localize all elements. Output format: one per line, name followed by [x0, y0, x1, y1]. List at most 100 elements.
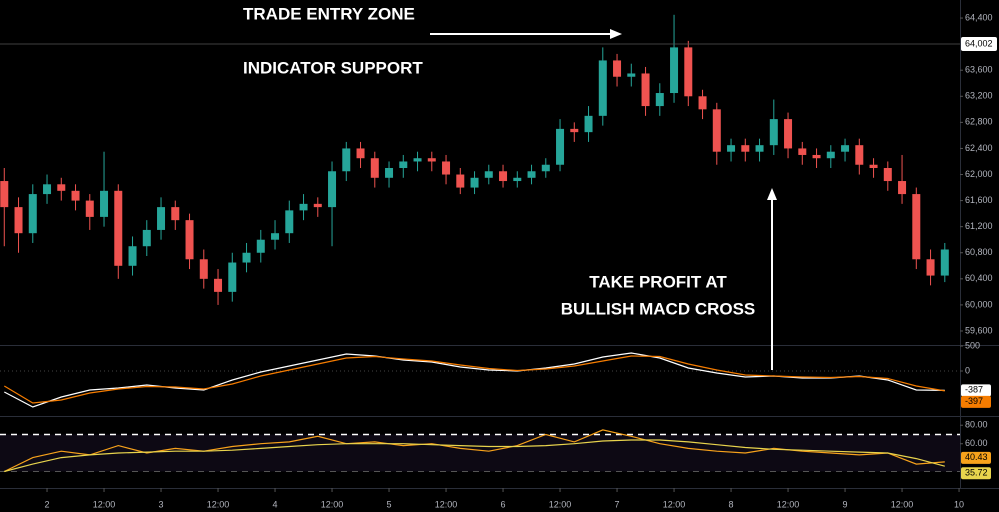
candle [613, 53, 622, 87]
y-tick-label: 80.00 [965, 420, 988, 430]
candle-body [627, 73, 636, 77]
band-fill [0, 434, 960, 472]
y-tick-label: 0 [965, 365, 970, 375]
candle [869, 158, 878, 178]
candle-body [427, 158, 436, 162]
candle-body [171, 207, 180, 221]
last-value-box [961, 384, 991, 397]
candle-body [926, 259, 935, 276]
candle-body [356, 148, 365, 159]
x-tick-label: 12:00 [891, 499, 914, 509]
candle-body [698, 96, 707, 110]
candle [171, 200, 180, 230]
candle [399, 154, 408, 178]
candle [199, 249, 208, 289]
x-tick-label: 12:00 [93, 499, 116, 509]
candle [285, 200, 294, 243]
y-tick-label: 500 [965, 340, 980, 350]
candle-body [114, 190, 123, 266]
candle-body [812, 154, 821, 159]
candle-body [727, 145, 736, 152]
candle [755, 138, 764, 162]
candle-body [14, 207, 23, 234]
candle-body [43, 184, 52, 195]
candle-body [855, 145, 864, 165]
candle [883, 161, 892, 191]
candle [385, 161, 394, 188]
candle [470, 171, 479, 195]
arrow-head [767, 188, 777, 200]
y-tick-label: 60,000 [965, 299, 993, 309]
candle-body [385, 168, 394, 178]
candle [584, 106, 593, 142]
annotation: TRADE ENTRY ZONE [243, 4, 415, 23]
x-tick-label: 3 [159, 499, 164, 509]
candle-body [0, 181, 9, 208]
candle [313, 197, 322, 217]
candle [328, 161, 337, 247]
last-value-label: 35.72 [965, 468, 988, 478]
candle [71, 184, 80, 211]
x-tick-label: 12:00 [663, 499, 686, 509]
candle-body [684, 47, 693, 97]
candle [499, 164, 508, 188]
candle [898, 154, 907, 204]
annotation: BULLISH MACD CROSS [561, 299, 756, 318]
candle [741, 138, 750, 162]
candle [0, 168, 9, 247]
candle [926, 249, 935, 286]
y-tick-label: 63,200 [965, 91, 993, 101]
y-tick-label: 63,600 [965, 65, 993, 75]
candle-body [912, 194, 921, 260]
candle [142, 220, 151, 257]
y-tick-label: 62,800 [965, 117, 993, 127]
x-tick-label: 12:00 [321, 499, 344, 509]
candle [641, 66, 650, 116]
annotations: TRADE ENTRY ZONE INDICATOR SUPPORT TAKE … [243, 4, 777, 370]
y-tick-label: 61,200 [965, 221, 993, 231]
candle-body [256, 239, 265, 253]
candle-body [271, 233, 280, 240]
candle-body [157, 207, 166, 230]
candle [456, 168, 465, 195]
x-tick-label: 12:00 [207, 499, 230, 509]
candle-body [869, 164, 878, 169]
candle-body [470, 177, 479, 188]
candle [598, 47, 607, 126]
candle [413, 151, 422, 172]
candle [912, 187, 921, 270]
candle [541, 158, 550, 178]
candle [556, 119, 565, 172]
candle [57, 177, 66, 201]
y-tick-label: 60,400 [965, 273, 993, 283]
candle-body [670, 47, 679, 94]
candle [513, 171, 522, 188]
price-label: 64,002 [965, 38, 993, 48]
candle [570, 122, 579, 142]
candle-body [342, 148, 351, 172]
x-tick-label: 12:00 [777, 499, 800, 509]
candle-body [71, 190, 80, 201]
candle-body [328, 171, 337, 208]
candle-body [199, 259, 208, 279]
candle-body [499, 171, 508, 182]
y-tick-label: 60.00 [965, 438, 988, 448]
candle [185, 213, 194, 270]
last-value-label: -397 [965, 396, 983, 406]
y-tick-label: 59,600 [965, 325, 993, 335]
candle-body [370, 158, 379, 178]
candle [855, 138, 864, 175]
candle-body [641, 73, 650, 107]
candle-body [142, 229, 151, 247]
candle [841, 138, 850, 162]
candle-body [541, 164, 550, 172]
plot-layer: 64,400 63,600 63,200 62,800 62,400 62,000 61,6… [0, 12, 997, 509]
candle [299, 194, 308, 221]
candle-body [898, 181, 907, 195]
candle-body [228, 262, 237, 292]
candle [100, 151, 109, 227]
arrow-head [610, 29, 622, 39]
candle-body [28, 194, 37, 234]
